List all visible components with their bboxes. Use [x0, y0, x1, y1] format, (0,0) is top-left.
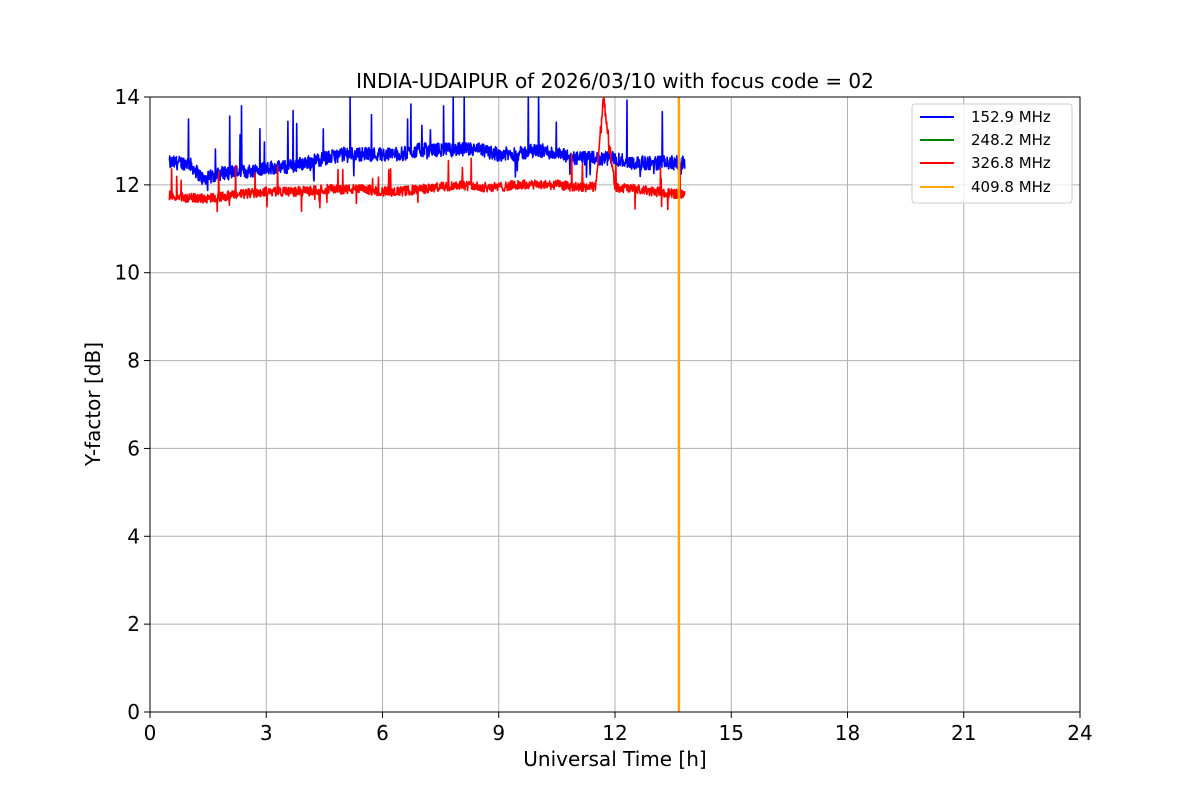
y-tick-label: 14 [115, 85, 140, 109]
y-tick-label: 2 [127, 612, 140, 636]
y-axis-label: Y-factor [dB] [81, 342, 105, 467]
legend-label-152-9: 152.9 MHz [971, 108, 1051, 126]
series-layer [168, 96, 686, 712]
legend-label-248-2: 248.2 MHz [971, 131, 1051, 149]
x-tick-label: 21 [951, 721, 976, 745]
x-tick-label: 24 [1067, 721, 1092, 745]
x-tick-label: 0 [144, 721, 157, 745]
x-axis-label: Universal Time [h] [523, 747, 706, 771]
x-tick-label: 12 [602, 721, 627, 745]
y-tick-label: 6 [127, 436, 140, 460]
x-tick-label: 3 [260, 721, 273, 745]
legend-box [911, 103, 1073, 204]
x-tick-label: 9 [492, 721, 505, 745]
y-tick-label: 4 [127, 524, 140, 548]
y-tick-label: 12 [115, 173, 140, 197]
y-tick-label: 0 [127, 700, 140, 724]
legend-label-409-8: 409.8 MHz [971, 178, 1051, 196]
series-line [168, 97, 686, 213]
x-tick-label: 15 [719, 721, 744, 745]
chart-title: INDIA-UDAIPUR of 2026/03/10 with focus c… [356, 69, 874, 93]
x-tick-label: 6 [376, 721, 389, 745]
y-tick-label: 8 [127, 349, 140, 373]
legend-label-326-8: 326.8 MHz [971, 154, 1051, 172]
x-tick-label: 18 [835, 721, 860, 745]
legend: 152.9 MHz 248.2 MHz 326.8 MHz 409.8 MHz [911, 103, 1073, 204]
y-tick-label: 10 [115, 261, 140, 285]
